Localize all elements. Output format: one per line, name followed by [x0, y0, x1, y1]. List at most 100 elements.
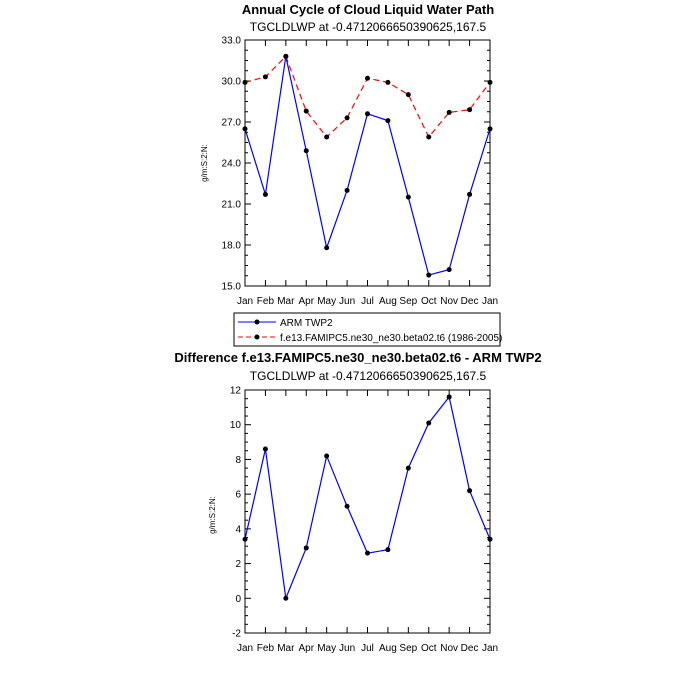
chart-2-ytick-label: -2: [232, 629, 241, 640]
chart-2-xtick-label: Oct: [421, 643, 437, 654]
chart-1-ylabel: g/m:S:2:N:: [200, 144, 209, 182]
chart-2-ytick-label: 8: [235, 455, 241, 466]
chart-2-series-1-point: [242, 536, 248, 542]
chart-2-series-1-point: [446, 394, 452, 400]
chart-2-series-1-point: [426, 420, 432, 426]
chart-2-ylabel: g/m:S:2:N:: [208, 496, 217, 534]
chart-1-series-2-point: [487, 79, 493, 85]
chart-2-series-1-point: [303, 545, 309, 551]
chart-1-series-1-point: [467, 191, 473, 197]
chart-2-series-1-point: [405, 465, 411, 471]
chart-2-series-1-point: [487, 536, 493, 542]
chart-1-ytick-label: 33.0: [222, 36, 242, 47]
chart-1-series-1-point: [303, 148, 309, 154]
chart-1-series-2-point: [446, 109, 452, 115]
legend-label-arm: ARM TWP2: [280, 318, 333, 329]
chart-1-xtick-label: Nov: [440, 296, 458, 307]
legend-item-arm: ARM TWP2: [238, 318, 333, 329]
chart-1-series-2-point: [405, 92, 411, 98]
chart-2-xtick-label: Jan: [482, 643, 498, 654]
chart-1-xtick-label: Jan: [237, 296, 253, 307]
chart-1-series-2-point: [303, 108, 309, 114]
chart-1-series-1-point: [426, 272, 432, 278]
chart-2-series-1-point: [283, 595, 289, 601]
chart-1-series-2-point: [385, 79, 391, 85]
legend-item-model: f.e13.FAMIPC5.ne30_ne30.beta02.t6 (1986-…: [238, 333, 502, 344]
chart-2-series-1-point: [365, 550, 370, 556]
chart-2-subtitle: TGCLDLWP at -0.4712066650390625,167.5: [250, 369, 487, 383]
chart-1-xtick-label: Apr: [298, 296, 314, 307]
chart-2-xtick-label: May: [317, 643, 336, 654]
chart-1-xtick-label: Dec: [461, 296, 479, 307]
chart-1-series-1-point: [365, 111, 370, 117]
chart-1-series-1-point: [324, 245, 330, 251]
legend-marker-model: [254, 334, 260, 340]
chart-2-xtick-label: Sep: [399, 643, 417, 654]
chart-1-ytick-label: 18.0: [222, 241, 242, 252]
chart-2-xtick-label: Jul: [361, 643, 374, 654]
chart-2-ytick-label: 2: [235, 559, 241, 570]
chart-1-series-2-point: [467, 107, 473, 113]
chart-1-series-2-point: [426, 134, 432, 140]
chart-2-ytick-label: 10: [230, 420, 242, 431]
chart-2-ytick-label: 12: [230, 386, 242, 397]
chart-2-series-1-point: [385, 547, 391, 553]
chart-2-axes: -2 0 2 4 6 8 10 12 Jan Feb Mar Apr May Jun Jul Aug Sep Oc…: [230, 386, 498, 655]
legend-marker-arm: [254, 319, 260, 325]
chart-1-series-1-point: [344, 187, 350, 193]
chart-2-series-1-line: [244, 395, 491, 601]
chart-2-xtick-label: Jun: [339, 643, 355, 654]
chart-1-series-1-point: [262, 191, 268, 197]
legend-label-model: f.e13.FAMIPC5.ne30_ne30.beta02.t6 (1986-…: [280, 333, 502, 344]
legend-box: [233, 312, 501, 347]
chart-2-xtick-label: Feb: [257, 643, 275, 654]
chart-2-xtick-label: Dec: [461, 643, 479, 654]
chart-1-subtitle: TGCLDLWP at -0.4712066650390625,167.5: [250, 20, 487, 34]
chart-1-series-2-point: [365, 75, 370, 81]
chart-2-ytick-label: 6: [235, 490, 241, 501]
chart-1-series-1-point: [242, 126, 248, 132]
chart-1-series-1-point: [405, 194, 411, 200]
chart-2-ytick-label: 4: [235, 524, 241, 535]
chart-1-xtick-label: Mar: [277, 296, 295, 307]
chart-1-xtick-label: Aug: [379, 296, 397, 307]
chart-2-xtick-label: Mar: [277, 643, 295, 654]
chart-1-xtick-label: Feb: [257, 296, 275, 307]
chart-1-series-1-point: [385, 118, 391, 124]
chart-1-xtick-label: Sep: [399, 296, 417, 307]
chart-2-series-1-point: [344, 503, 350, 509]
chart-1-xtick-label: Jan: [482, 296, 498, 307]
chart-1-title: Annual Cycle of Cloud Liquid Water Path: [242, 2, 494, 17]
chart-1-ytick-label: 21.0: [222, 200, 242, 211]
chart-1-series-2-point: [324, 134, 330, 140]
chart-2-xtick-label: Jan: [237, 643, 253, 654]
chart-1-ytick-label: 15.0: [222, 282, 242, 293]
chart-1-ytick-label: 30.0: [222, 77, 242, 88]
chart-2-ytick-label: 0: [235, 594, 241, 605]
chart-1-series-2-line: [244, 55, 491, 139]
chart-2-xtick-label: Apr: [298, 643, 314, 654]
chart-2-series-1-point: [324, 453, 330, 459]
chart-1-series-2-point: [344, 115, 350, 121]
chart-1-axes: 15.0 18.0 21.0 24.0 27.0 30.0 33.0 Jan Feb Mar Apr…: [222, 36, 499, 308]
chart-1-xtick-label: Jun: [339, 296, 355, 307]
chart-1-series-1-line: [244, 56, 491, 276]
chart-2-xtick-label: Nov: [440, 643, 458, 654]
chart-1-series-group: [242, 53, 493, 278]
chart-1-ytick-label: 27.0: [222, 118, 242, 129]
chart-1-series-2-point: [242, 79, 248, 85]
chart-2-plot-area: [244, 389, 491, 634]
chart-1-series-1-point: [446, 267, 452, 273]
chart-1-xtick-label: Jul: [361, 296, 374, 307]
chart-1-series-1-point: [283, 53, 289, 59]
chart-1-xtick-label: May: [317, 296, 336, 307]
chart-1-xtick-label: Oct: [421, 296, 437, 307]
chart-2-xtick-label: Aug: [379, 643, 397, 654]
chart-2-series-1-point: [262, 446, 268, 452]
chart-2-series-1-point: [467, 488, 473, 494]
chart-2-title: Difference f.e13.FAMIPC5.ne30_ne30.beta0…: [174, 350, 541, 365]
chart-2-series-group: [242, 394, 493, 601]
chart-1-series-2-point: [262, 74, 268, 80]
chart-1-series-1-point: [487, 126, 493, 132]
